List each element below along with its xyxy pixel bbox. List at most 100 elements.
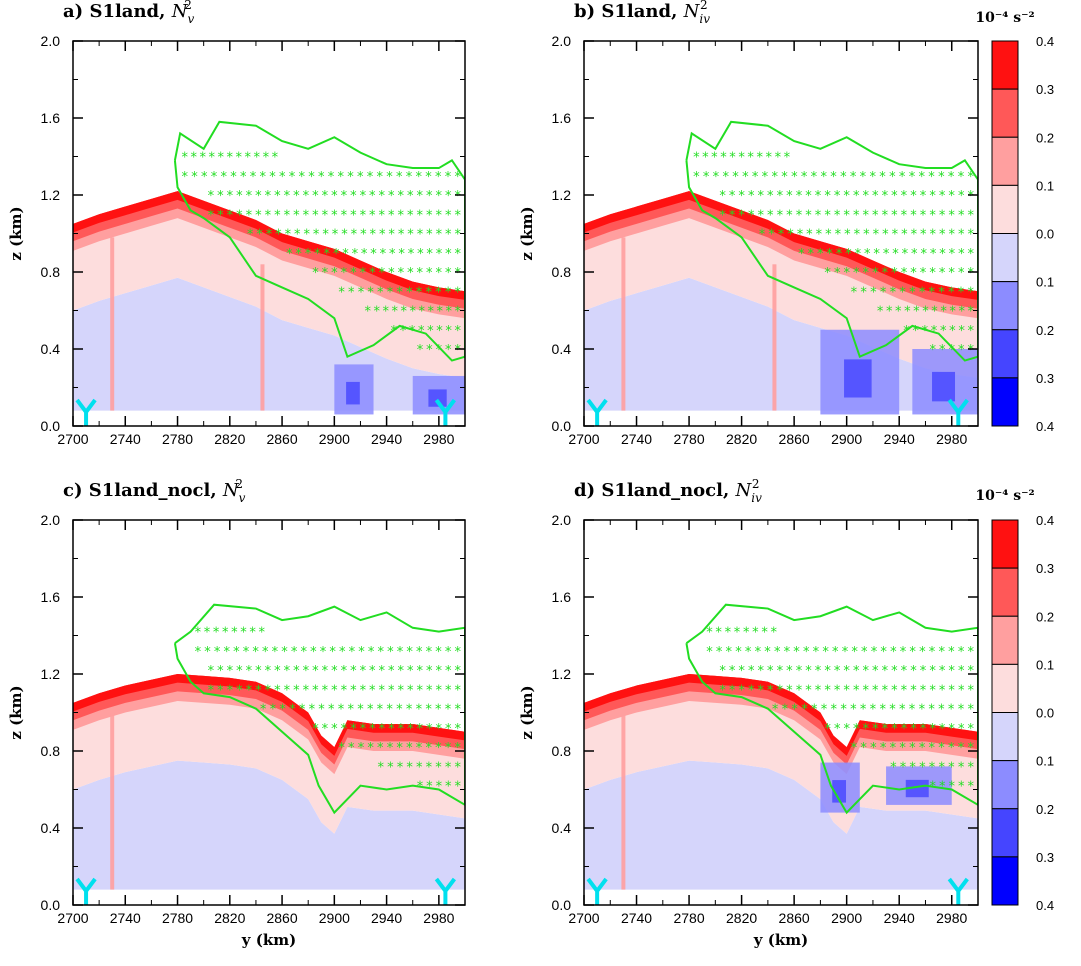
panel-title: b) S1land, Niv2 <box>574 0 710 26</box>
colorbar-cell <box>991 760 1019 810</box>
x-tick-label: 2980 <box>423 910 454 926</box>
x-tick-label: 2980 <box>936 910 967 926</box>
colorbar-tick-label: 0.4 <box>1036 34 1054 49</box>
red-streak-1 <box>110 237 115 411</box>
panel-title-superscript: 2 <box>752 477 760 491</box>
y-tick-label: 0.8 <box>41 264 61 280</box>
significance-stars-row: ********* <box>378 760 462 775</box>
negative-core-1 <box>346 381 360 405</box>
cloud-top-band-2 <box>584 191 978 319</box>
panel-title-subscript: iv <box>751 491 762 505</box>
y-axis-label: z (km) <box>7 685 25 739</box>
colorbar-tick-label: 0.4 <box>1036 419 1054 434</box>
cloud-contour <box>173 603 465 815</box>
panel-title-symbol: N <box>222 480 240 501</box>
panel-a: ****************************************… <box>7 0 466 447</box>
colorbar-cell <box>991 40 1019 90</box>
red-streak-1 <box>621 237 626 411</box>
significance-stars-row: ***************************** <box>182 170 462 185</box>
y-axis-label: z (km) <box>7 206 25 260</box>
colorbar-tick-label: 0.4 <box>1036 898 1054 913</box>
y-tick-label: 2.0 <box>41 512 61 528</box>
y-tick-label: 0.0 <box>552 418 572 434</box>
colorbar-cell <box>991 519 1019 569</box>
panel-title: c) S1land_nocl, Nv2 <box>63 477 246 505</box>
panel-title-prefix: b) S1land, <box>574 1 684 22</box>
colorbar-tick-label: 0.1 <box>1036 657 1054 672</box>
significance-stars-row: *************************** <box>208 189 462 204</box>
colorbar-tick-label: 0.3 <box>1036 561 1054 576</box>
y-tick-label: 0.8 <box>552 743 572 759</box>
cloud-top-band-1 <box>584 674 978 834</box>
y-tick-label: 1.2 <box>41 666 61 682</box>
colorbar-cell <box>991 233 1019 283</box>
x-tick-label: 2980 <box>936 431 967 447</box>
colorbar-tick-label: 0.3 <box>1036 82 1054 97</box>
cloud-top-band-3 <box>584 191 978 309</box>
y-tick-label: 0.0 <box>552 897 572 913</box>
significance-stars-row: ************* <box>338 285 461 300</box>
x-tick-label: 2780 <box>162 431 193 447</box>
cloud-top-band-4 <box>73 674 465 756</box>
significance-stars-row: *************************** <box>719 189 974 204</box>
site-marker-icon <box>947 877 969 905</box>
significance-stars-row: *************************** <box>719 664 974 679</box>
plot-area: ****************************************… <box>73 120 465 426</box>
x-tick-label: 2860 <box>779 431 810 447</box>
y-tick-label: 1.6 <box>41 589 61 605</box>
significance-stars-row: *************************** <box>719 208 974 223</box>
colorbar-tick-label: 0.2 <box>1036 609 1054 624</box>
x-axis-label: y (km) <box>753 931 808 949</box>
y-tick-label: 1.6 <box>41 110 61 126</box>
significance-stars-row: *************************** <box>208 208 462 223</box>
cloud-top-band-1 <box>73 191 465 378</box>
cloud-top-band-4 <box>584 191 978 300</box>
panel-title-subscript: v <box>239 491 246 505</box>
site-marker-icon <box>434 398 456 426</box>
significance-stars-row: *********** <box>877 305 975 320</box>
x-tick-label: 2820 <box>214 910 245 926</box>
panel-title-superscript: 2 <box>184 0 192 12</box>
significance-stars-row: *********** <box>182 151 279 166</box>
plot-area: ****************************************… <box>584 603 978 905</box>
y-tick-label: 0.4 <box>41 341 61 357</box>
cloud-top-band-4 <box>584 674 978 756</box>
colorbar-cell <box>991 567 1019 617</box>
panel-title-symbol: N <box>735 480 753 501</box>
significance-stars-row: ************* <box>851 285 975 300</box>
colorbar-cell <box>991 808 1019 858</box>
plot-area: ****************************************… <box>584 120 978 426</box>
cloud-top-band-1 <box>73 674 465 834</box>
red-streak-1 <box>110 712 115 890</box>
colorbar-cell <box>991 663 1019 713</box>
significance-stars-row: ******** <box>706 626 777 641</box>
negative-core-1 <box>832 780 847 803</box>
x-tick-label: 2860 <box>779 910 810 926</box>
cloud-contour <box>173 120 465 362</box>
cloud-top-band-4 <box>73 191 465 300</box>
colorbar-tick-label: 0.0 <box>1036 706 1054 721</box>
x-tick-label: 2980 <box>423 431 454 447</box>
x-tick-label: 2700 <box>57 431 88 447</box>
significance-stars-row: ******************* <box>286 247 461 262</box>
panel-c: ****************************************… <box>7 477 466 949</box>
y-tick-label: 1.2 <box>552 187 572 203</box>
colorbar-cell <box>991 615 1019 665</box>
significance-stars-row: ******************* <box>798 247 974 262</box>
significance-stars-row: *********** <box>693 151 791 166</box>
red-streak-2 <box>772 264 777 411</box>
negative-core-2 <box>428 389 447 407</box>
x-tick-label: 2900 <box>319 431 350 447</box>
x-tick-label: 2700 <box>568 431 599 447</box>
site-marker-icon <box>586 877 608 905</box>
significance-stars-row: ********************* <box>772 703 975 718</box>
ground-strip <box>73 410 465 426</box>
significance-stars-row: **************************** <box>706 645 974 660</box>
x-tick-label: 2900 <box>831 910 862 926</box>
ground-strip <box>73 889 465 905</box>
colorbar-tick-label: 0.4 <box>1036 513 1054 528</box>
significance-stars-row: ************* <box>338 741 461 756</box>
significance-stars-row: ***** <box>929 343 974 358</box>
x-tick-label: 2900 <box>831 431 862 447</box>
significance-stars-row: ********************* <box>260 703 462 718</box>
